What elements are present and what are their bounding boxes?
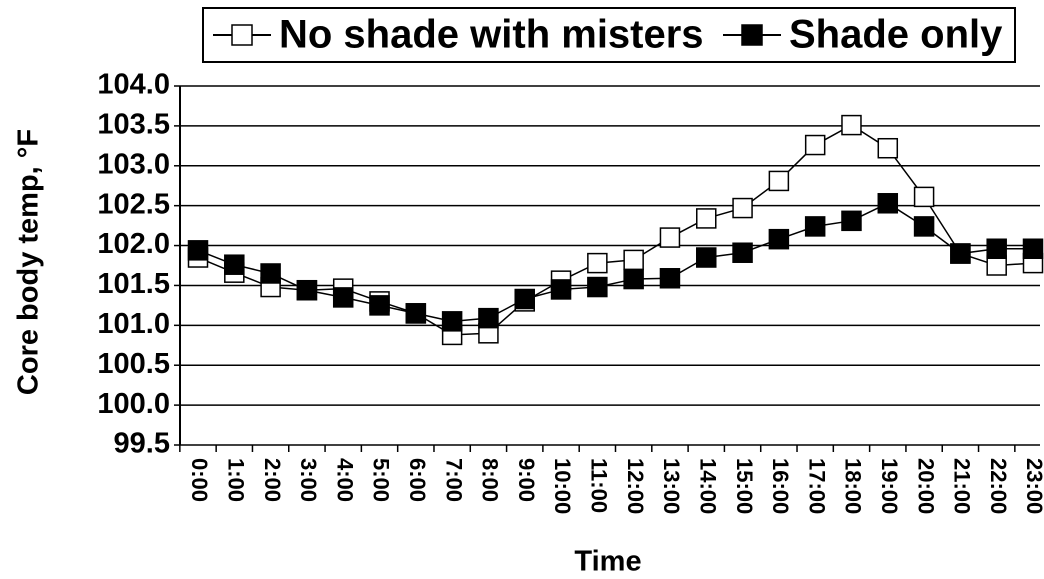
marker [187, 240, 209, 261]
marker [587, 252, 608, 274]
marker [841, 114, 862, 136]
marker [623, 249, 644, 271]
x-tick-label: 20:00 [913, 458, 938, 514]
y-tick-label: 101.0 [97, 308, 170, 340]
marker [950, 243, 971, 264]
legend-box [202, 7, 1016, 63]
series-line [197, 202, 1033, 323]
marker [696, 208, 717, 229]
legend-label: Shade only [789, 13, 1003, 57]
y-axis-label: Core body temp, °F [13, 129, 45, 395]
x-tick-label: 21:00 [950, 458, 975, 514]
marker [659, 227, 681, 248]
marker [441, 311, 463, 332]
x-tick-label: 12:00 [623, 458, 648, 514]
marker [732, 197, 753, 219]
x-tick-label: 10:00 [550, 458, 575, 514]
marker [804, 134, 826, 156]
legend-marker [741, 24, 763, 46]
marker [877, 137, 899, 159]
y-tick-label: 99.5 [114, 428, 170, 460]
marker [332, 287, 354, 308]
series-line [197, 124, 1034, 336]
marker [369, 295, 390, 316]
marker [768, 170, 790, 192]
x-tick-label: 22:00 [986, 458, 1011, 514]
marker [260, 263, 281, 284]
marker [768, 228, 790, 250]
marker [587, 276, 608, 298]
x-tick-label: 4:00 [332, 458, 357, 502]
x-tick-label: 1:00 [223, 458, 248, 502]
marker [659, 268, 681, 289]
marker [913, 186, 935, 208]
marker [224, 254, 245, 275]
x-tick-label: 9:00 [514, 458, 539, 502]
marker [550, 279, 572, 300]
x-tick-label: 5:00 [369, 458, 394, 502]
y-tick-label: 102.0 [97, 228, 170, 260]
marker [841, 210, 862, 232]
y-tick-label: 102.5 [97, 188, 170, 220]
x-tick-label: 2:00 [260, 458, 285, 502]
x-tick-label: 13:00 [659, 458, 684, 514]
marker [623, 268, 644, 290]
y-tick-label: 103.5 [97, 109, 170, 141]
x-tick-label: 17:00 [804, 458, 829, 514]
x-tick-label: 14:00 [695, 458, 720, 514]
x-tick-label: 6:00 [405, 458, 430, 502]
x-tick-label: 18:00 [841, 458, 866, 514]
marker [405, 303, 427, 324]
x-tick-label: 7:00 [441, 458, 466, 502]
legend-marker [231, 24, 253, 46]
x-tick-label: 3:00 [296, 458, 321, 502]
x-tick-label: 23:00 [1022, 458, 1044, 514]
marker [478, 307, 499, 329]
y-tick-label: 104.0 [97, 69, 170, 101]
legend-label: No shade with misters [279, 13, 704, 57]
x-tick-label: 15:00 [732, 458, 757, 514]
marker [913, 216, 935, 237]
marker [696, 247, 717, 268]
marker [514, 288, 535, 310]
marker [986, 238, 1007, 259]
x-tick-label: 8:00 [478, 458, 503, 502]
x-tick-label: 0:00 [187, 458, 212, 502]
y-tick-label: 101.5 [97, 268, 170, 300]
y-tick-label: 100.0 [97, 388, 170, 420]
marker [804, 216, 826, 237]
x-tick-label: 19:00 [877, 458, 902, 514]
marker [877, 193, 899, 214]
y-tick-label: 103.0 [97, 148, 170, 180]
marker [732, 242, 753, 263]
marker [1022, 238, 1044, 259]
x-tick-label: 16:00 [768, 458, 793, 514]
x-axis-label: Time [574, 546, 641, 578]
x-tick-label: 11:00 [587, 458, 612, 513]
y-tick-label: 100.5 [97, 348, 170, 380]
marker [296, 279, 318, 301]
